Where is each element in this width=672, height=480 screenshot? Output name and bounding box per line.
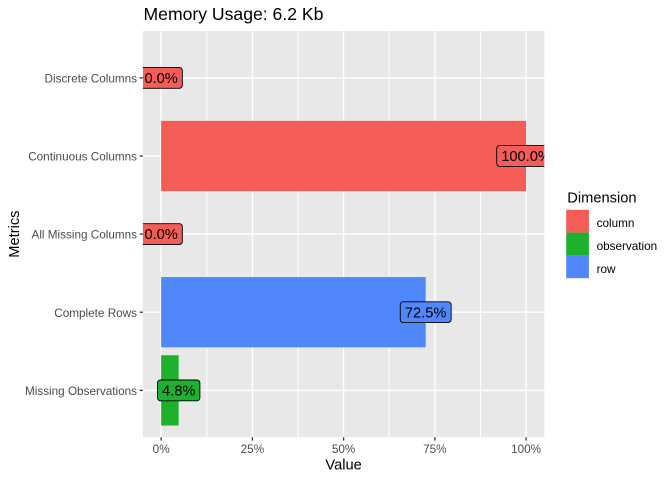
- svg-text:100.0%: 100.0%: [501, 149, 551, 165]
- svg-text:Value: Value: [325, 458, 361, 474]
- svg-text:100%: 100%: [511, 443, 541, 456]
- svg-text:Dimension: Dimension: [567, 190, 636, 206]
- svg-text:Continuous Columns: Continuous Columns: [28, 151, 137, 164]
- svg-text:Metrics: Metrics: [7, 210, 23, 257]
- svg-text:Discrete Columns: Discrete Columns: [45, 72, 138, 85]
- svg-text:25%: 25%: [241, 443, 264, 456]
- svg-text:Memory Usage: 6.2 Kb: Memory Usage: 6.2 Kb: [144, 4, 324, 24]
- svg-text:Missing Observations: Missing Observations: [25, 385, 137, 398]
- svg-text:All Missing Columns: All Missing Columns: [32, 229, 138, 242]
- svg-text:72.5%: 72.5%: [405, 305, 447, 321]
- svg-text:observation: observation: [597, 240, 658, 253]
- svg-text:0.0%: 0.0%: [144, 71, 177, 87]
- svg-text:column: column: [597, 217, 635, 230]
- svg-text:4.8%: 4.8%: [162, 383, 195, 399]
- svg-text:Complete Rows: Complete Rows: [54, 307, 137, 320]
- svg-text:row: row: [597, 263, 616, 276]
- svg-text:50%: 50%: [332, 443, 355, 456]
- svg-text:0%: 0%: [153, 443, 170, 456]
- svg-text:0.0%: 0.0%: [144, 227, 177, 243]
- svg-text:75%: 75%: [423, 443, 446, 456]
